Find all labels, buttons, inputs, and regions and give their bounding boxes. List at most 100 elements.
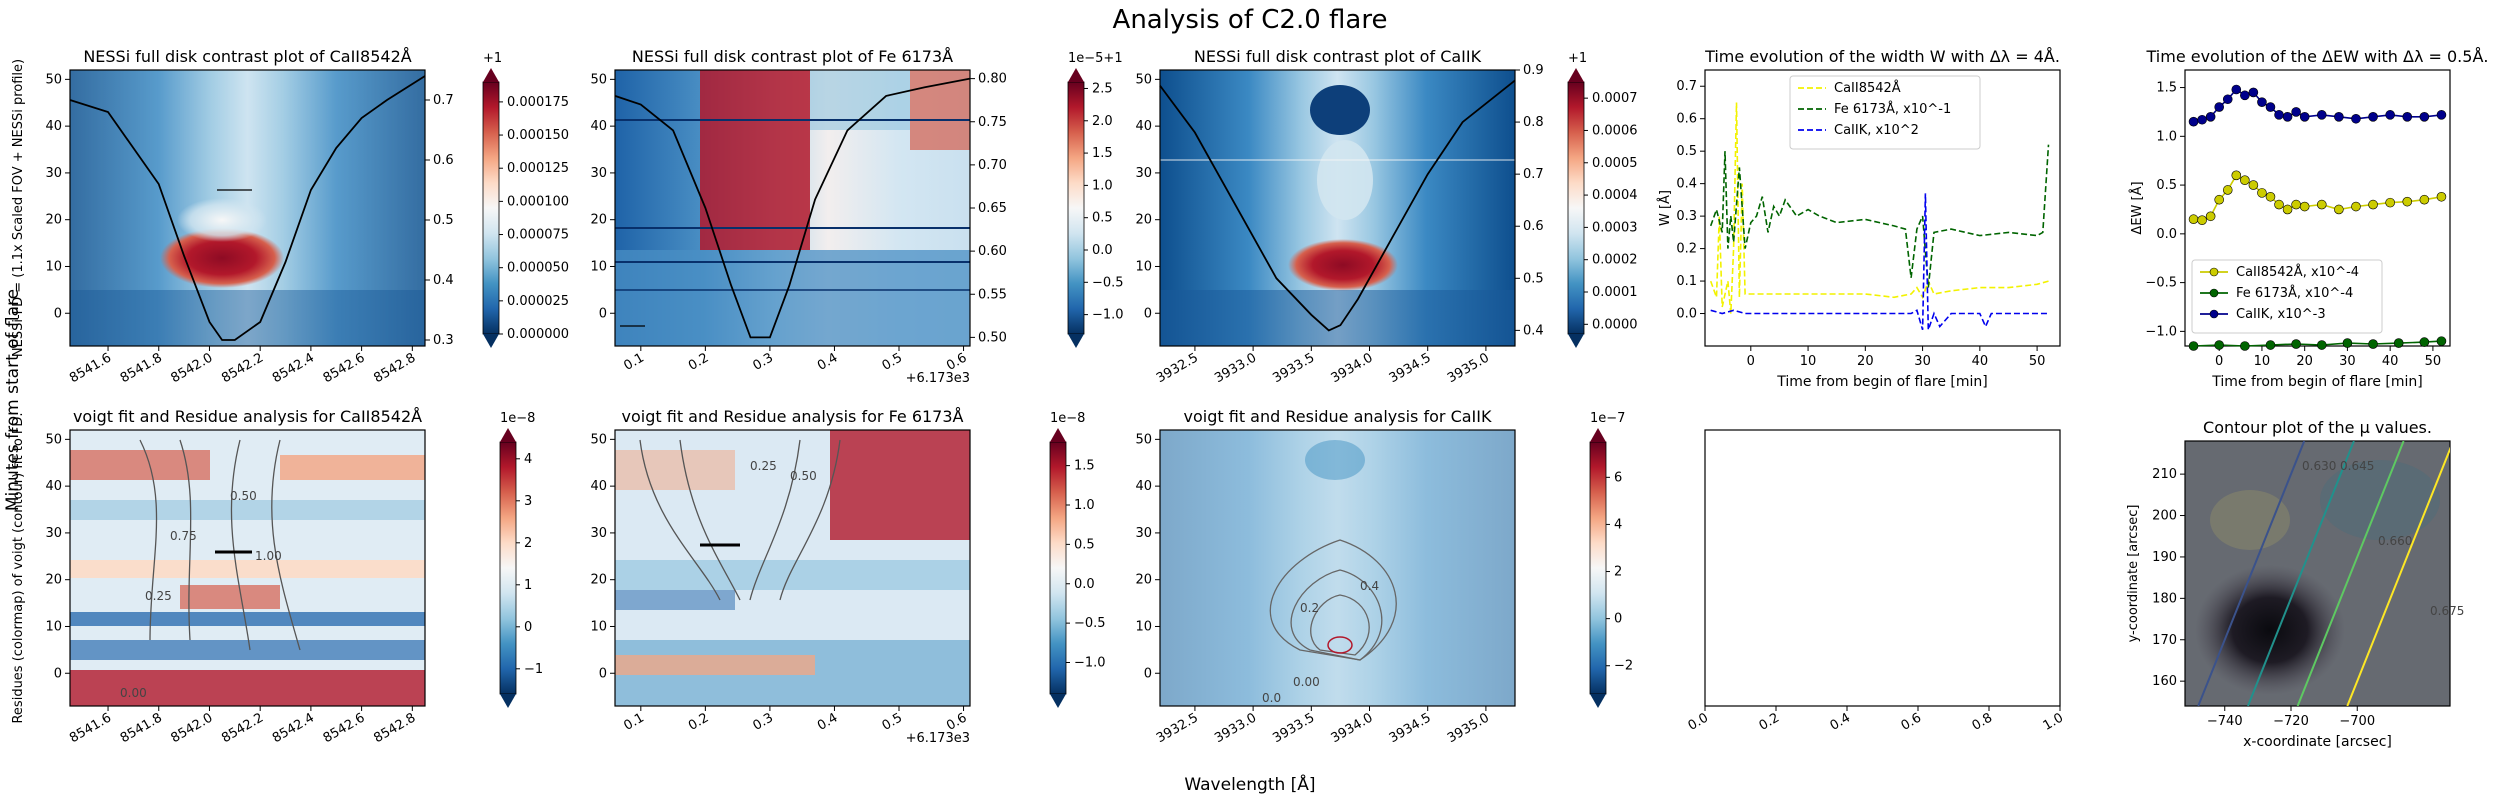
nessi_ca8542-title: NESSi full disk contrast plot of CaII854… bbox=[83, 47, 411, 66]
delta_ew-series-point bbox=[2240, 175, 2250, 186]
figure-suptitle: Analysis of C2.0 flare bbox=[1113, 5, 1388, 35]
delta_ew-series-point bbox=[2334, 112, 2344, 122]
delta_ew-series-point bbox=[2188, 214, 2199, 225]
voigt_ca8542-colorbar-label: 4 bbox=[524, 452, 532, 467]
delta_ew-series-point bbox=[2436, 336, 2447, 346]
voigt_cak-contour-label: 0.2 bbox=[1300, 601, 1319, 615]
mu_contour-ytick-label: 200 bbox=[2152, 509, 2177, 524]
nessi_cak-ytick-label: 50 bbox=[1135, 72, 1152, 87]
delta_ew-series-point bbox=[2393, 338, 2404, 348]
width_w-series bbox=[1709, 144, 2050, 288]
voigt_cak-contour-label: 0.4 bbox=[1360, 579, 1379, 593]
voigt_fe6173-ytick-label: 10 bbox=[590, 619, 607, 634]
voigt_fe6173-ytick-label: 50 bbox=[590, 432, 607, 447]
delta_ew-series-point bbox=[2197, 215, 2207, 225]
voigt_ca8542-colorbar-min-arrow bbox=[500, 694, 516, 708]
voigt_fe6173-ytick-label: 40 bbox=[590, 479, 607, 494]
nessi_fe6173-ytick-label: 50 bbox=[590, 72, 607, 87]
voigt_cak-frame bbox=[1159, 429, 1516, 707]
delta_ew-series-point bbox=[2257, 97, 2267, 107]
voigt_cak-xtick-label: 3933.0 bbox=[1212, 710, 1259, 746]
delta_ew-legend-box bbox=[2191, 259, 2383, 334]
voigt_fe6173-xtick-label: 0.3 bbox=[750, 710, 775, 733]
nessi_ca8542-colorbar: +1 0.000000 0.000025 0.000050 0.000075 0.0001… bbox=[482, 51, 569, 348]
nessi_cak-xtick-label: 3934.5 bbox=[1387, 350, 1434, 386]
voigt_ca8542-colorbar-offset: 1e−8 bbox=[500, 411, 535, 426]
voigt_ca8542-xtick-label: 8542.0 bbox=[169, 710, 216, 746]
voigt_fe6173-colorbar-offset: 1e−8 bbox=[1050, 411, 1085, 426]
width_w-legend-label: CaIIK, x10^2 bbox=[1834, 123, 1919, 138]
nessi_cak-colorbar-max-arrow bbox=[1568, 68, 1584, 82]
voigt_ca8542-contour-label: 0.50 bbox=[230, 489, 257, 503]
voigt_cak-ytick-label: 30 bbox=[1135, 526, 1152, 541]
nessi_cak-profile-line bbox=[1159, 79, 1516, 332]
delta_ew-series-point bbox=[2248, 87, 2259, 98]
nessi_ca8542-xtick-label: 8541.8 bbox=[118, 350, 165, 386]
mu_contour-xtick-label: −700 bbox=[2339, 714, 2375, 729]
nessi_fe6173-right-tick-label: 0.60 bbox=[978, 244, 1007, 259]
nessi_ca8542-right-tick-label: 0.5 bbox=[433, 213, 454, 228]
empty_panel-frame bbox=[1704, 429, 2061, 707]
width_w-xtick-label: 20 bbox=[1857, 354, 1874, 369]
empty_panel-xtick-label: 0.2 bbox=[1757, 710, 1782, 733]
voigt_ca8542-ytick-label: 30 bbox=[45, 526, 62, 541]
voigt_fe6173-xtick-label: 0.4 bbox=[815, 710, 840, 733]
nessi_ca8542-colorbar-ramp bbox=[482, 81, 500, 335]
nessi_ca8542-colorbar-offset: +1 bbox=[483, 51, 502, 66]
voigt_cak-ytick-label: 0 bbox=[1144, 666, 1152, 681]
voigt_cak-xtick-label: 3933.5 bbox=[1270, 710, 1317, 746]
nessi_ca8542-colorbar-label: 0.000150 bbox=[507, 128, 569, 143]
width_w-ytick-label: 0.7 bbox=[1676, 79, 1697, 94]
nessi_fe6173-right-tick-label: 0.80 bbox=[978, 72, 1007, 87]
voigt_ca8542-xtick-label: 8542.4 bbox=[270, 710, 317, 746]
voigt_cak-contour-label: 0.00 bbox=[1293, 675, 1320, 689]
voigt_fe6173-colorbar-label: 1.5 bbox=[1074, 459, 1095, 474]
delta_ew-ytick-label: 1.0 bbox=[2156, 129, 2177, 144]
delta_ew-series-point bbox=[2282, 112, 2293, 122]
nessi_fe6173-x-offset: +6.173e3 bbox=[906, 371, 970, 386]
delta_ew-series-point bbox=[2351, 201, 2361, 212]
voigt_cak-ytick-label: 40 bbox=[1135, 479, 1152, 494]
delta_ew-series-point bbox=[2368, 112, 2378, 122]
delta_ew-series-point bbox=[2265, 102, 2276, 112]
voigt_ca8542-colorbar: 1e−8 −1 0 1 2 3 4 bbox=[499, 411, 543, 708]
delta_ew-series-point bbox=[2436, 191, 2447, 202]
voigt_ca8542-colorbar-label: 3 bbox=[524, 494, 532, 509]
nessi_fe6173-colorbar-max-arrow bbox=[1068, 68, 1084, 82]
nessi_cak-right-tick-label: 0.7 bbox=[1523, 167, 1544, 182]
width_w-legend-label: Fe 6173Å, x10^-1 bbox=[1834, 101, 1951, 117]
delta_ew-legend-label: CaIIK, x10^-3 bbox=[2236, 307, 2326, 322]
nessi_ca8542-xtick-label: 8541.6 bbox=[67, 350, 114, 386]
mu_contour-xlabel: x-coordinate [arcsec] bbox=[2243, 734, 2392, 750]
voigt_cak-colorbar-offset: 1e−7 bbox=[1590, 411, 1625, 426]
delta_ew-series-point bbox=[2316, 199, 2327, 210]
nessi_ca8542-ytick-label: 50 bbox=[45, 72, 62, 87]
nessi_ca8542-ytick-label: 20 bbox=[45, 213, 62, 228]
nessi_fe6173-right-tick-label: 0.55 bbox=[978, 287, 1007, 302]
voigt_cak-xtick-label: 3935.0 bbox=[1445, 710, 1492, 746]
voigt_ca8542-ytick-label: 40 bbox=[45, 479, 62, 494]
width_w-xtick-label: 40 bbox=[1972, 354, 1989, 369]
mu_contour-ytick-label: 160 bbox=[2152, 674, 2177, 689]
figure-left-label: Minutes from start of flare bbox=[3, 289, 23, 511]
voigt_fe6173-xtick-label: 0.5 bbox=[880, 710, 905, 733]
nessi_fe6173-ytick-label: 10 bbox=[590, 259, 607, 274]
voigt_ca8542-ytick-label: 50 bbox=[45, 432, 62, 447]
nessi_cak-right-tick-label: 0.4 bbox=[1523, 323, 1544, 338]
nessi_ca8542-right-tick-label: 0.3 bbox=[433, 333, 454, 348]
delta_ew-series-point bbox=[2282, 204, 2293, 215]
delta_ew-series-line bbox=[2193, 174, 2442, 222]
delta_ew-axes: Time evolution of the ΔEW with Δλ = 0.5Å… bbox=[2129, 47, 2488, 390]
voigt_cak-colorbar-label: −2 bbox=[1614, 659, 1633, 674]
delta_ew-legend-marker bbox=[2209, 288, 2219, 298]
nessi_cak-ytick-label: 20 bbox=[1135, 213, 1152, 228]
voigt_ca8542-ytick-label: 10 bbox=[45, 619, 62, 634]
nessi_cak-xtick-label: 3933.0 bbox=[1212, 350, 1259, 386]
heatmap-voigt-ca8542-image bbox=[70, 430, 425, 706]
delta_ew-ytick-label: 0.5 bbox=[2156, 178, 2177, 193]
width_w-xtick-label: 10 bbox=[1800, 354, 1817, 369]
delta_ew-series-point bbox=[2222, 185, 2233, 195]
nessi_ca8542-colorbar-label: 0.000025 bbox=[507, 294, 569, 309]
delta_ew-ytick-label: −0.5 bbox=[2145, 276, 2177, 291]
delta_ew-series-point bbox=[2257, 188, 2267, 198]
